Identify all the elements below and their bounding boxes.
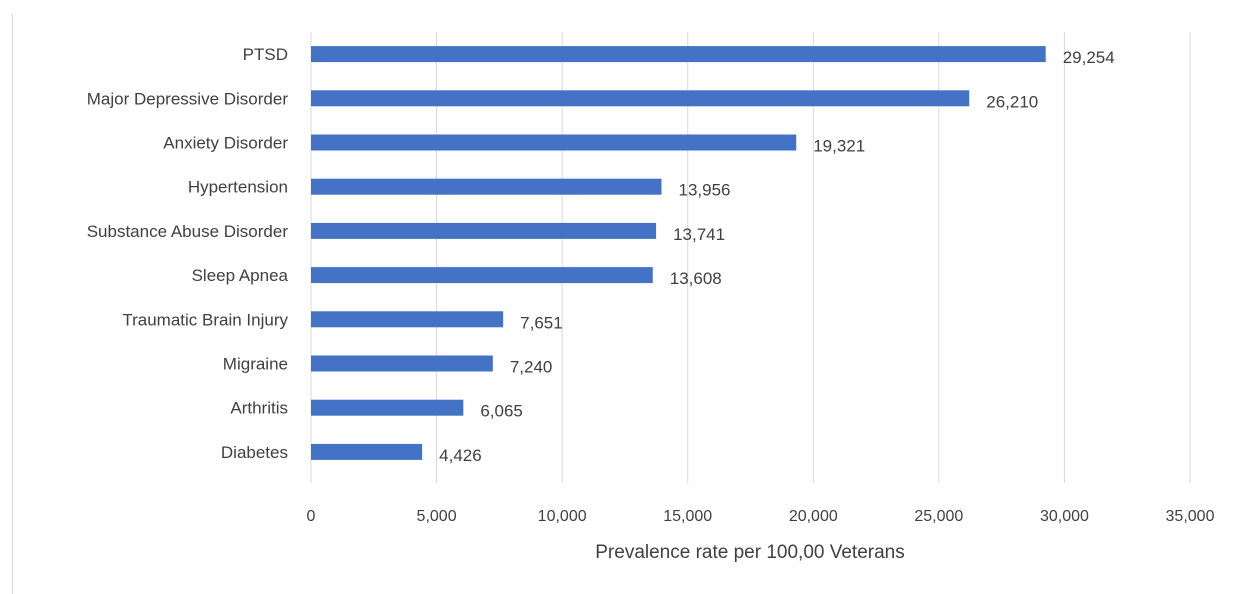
bar-9 — [311, 443, 423, 460]
x-tick-label-7: 35,000 — [1166, 508, 1215, 525]
bar-2 — [311, 134, 797, 151]
category-label-9: Diabetes — [221, 443, 288, 462]
value-label-0: 29,254 — [1063, 48, 1115, 67]
bar-7 — [311, 355, 493, 372]
value-labels: 29,254 26,210 19,321 13,956 13,741 13,608 7,65… — [439, 48, 1115, 465]
value-label-1: 26,210 — [986, 92, 1038, 111]
bar-4 — [311, 222, 657, 239]
bar-5 — [311, 267, 653, 284]
category-label-1: Major Depressive Disorder — [87, 89, 289, 108]
category-label-7: Migraine — [223, 355, 288, 374]
x-axis-title: Prevalence rate per 100,00 Veterans — [595, 542, 904, 563]
bar-0 — [311, 46, 1046, 63]
value-label-9: 4,426 — [439, 446, 482, 465]
bar-1 — [311, 90, 970, 107]
bar-8 — [311, 399, 464, 416]
category-label-6: Traumatic Brain Injury — [122, 310, 288, 329]
x-tick-label-1: 5,000 — [417, 508, 457, 525]
category-labels: PTSD Major Depressive Disorder Anxiety Dis… — [87, 45, 289, 462]
category-label-8: Arthritis — [230, 399, 288, 418]
frame-border — [12, 14, 13, 594]
x-tick-label-0: 0 — [307, 508, 316, 525]
x-tick-label-4: 20,000 — [789, 508, 838, 525]
category-label-2: Anxiety Disorder — [163, 134, 288, 153]
category-label-4: Substance Abuse Disorder — [87, 222, 289, 241]
bar-6 — [311, 311, 504, 328]
x-tick-label-3: 15,000 — [663, 508, 712, 525]
category-label-3: Hypertension — [188, 178, 288, 197]
value-label-8: 6,065 — [480, 402, 523, 421]
x-tick-label-6: 30,000 — [1040, 508, 1089, 525]
value-label-2: 19,321 — [813, 137, 865, 156]
value-label-5: 13,608 — [670, 269, 722, 288]
bars — [311, 46, 1046, 460]
x-tick-label-2: 10,000 — [538, 508, 587, 525]
category-label-5: Sleep Apnea — [192, 266, 289, 285]
x-tick-label-5: 25,000 — [914, 508, 963, 525]
value-label-6: 7,651 — [520, 313, 563, 332]
value-label-7: 7,240 — [510, 358, 553, 377]
value-label-3: 13,956 — [678, 181, 730, 200]
category-label-0: PTSD — [243, 45, 288, 64]
x-tick-labels: 0 5,000 10,000 15,000 20,000 25,000 30,000 35,0… — [307, 508, 1215, 525]
bar-3 — [311, 178, 662, 195]
value-label-4: 13,741 — [673, 225, 725, 244]
